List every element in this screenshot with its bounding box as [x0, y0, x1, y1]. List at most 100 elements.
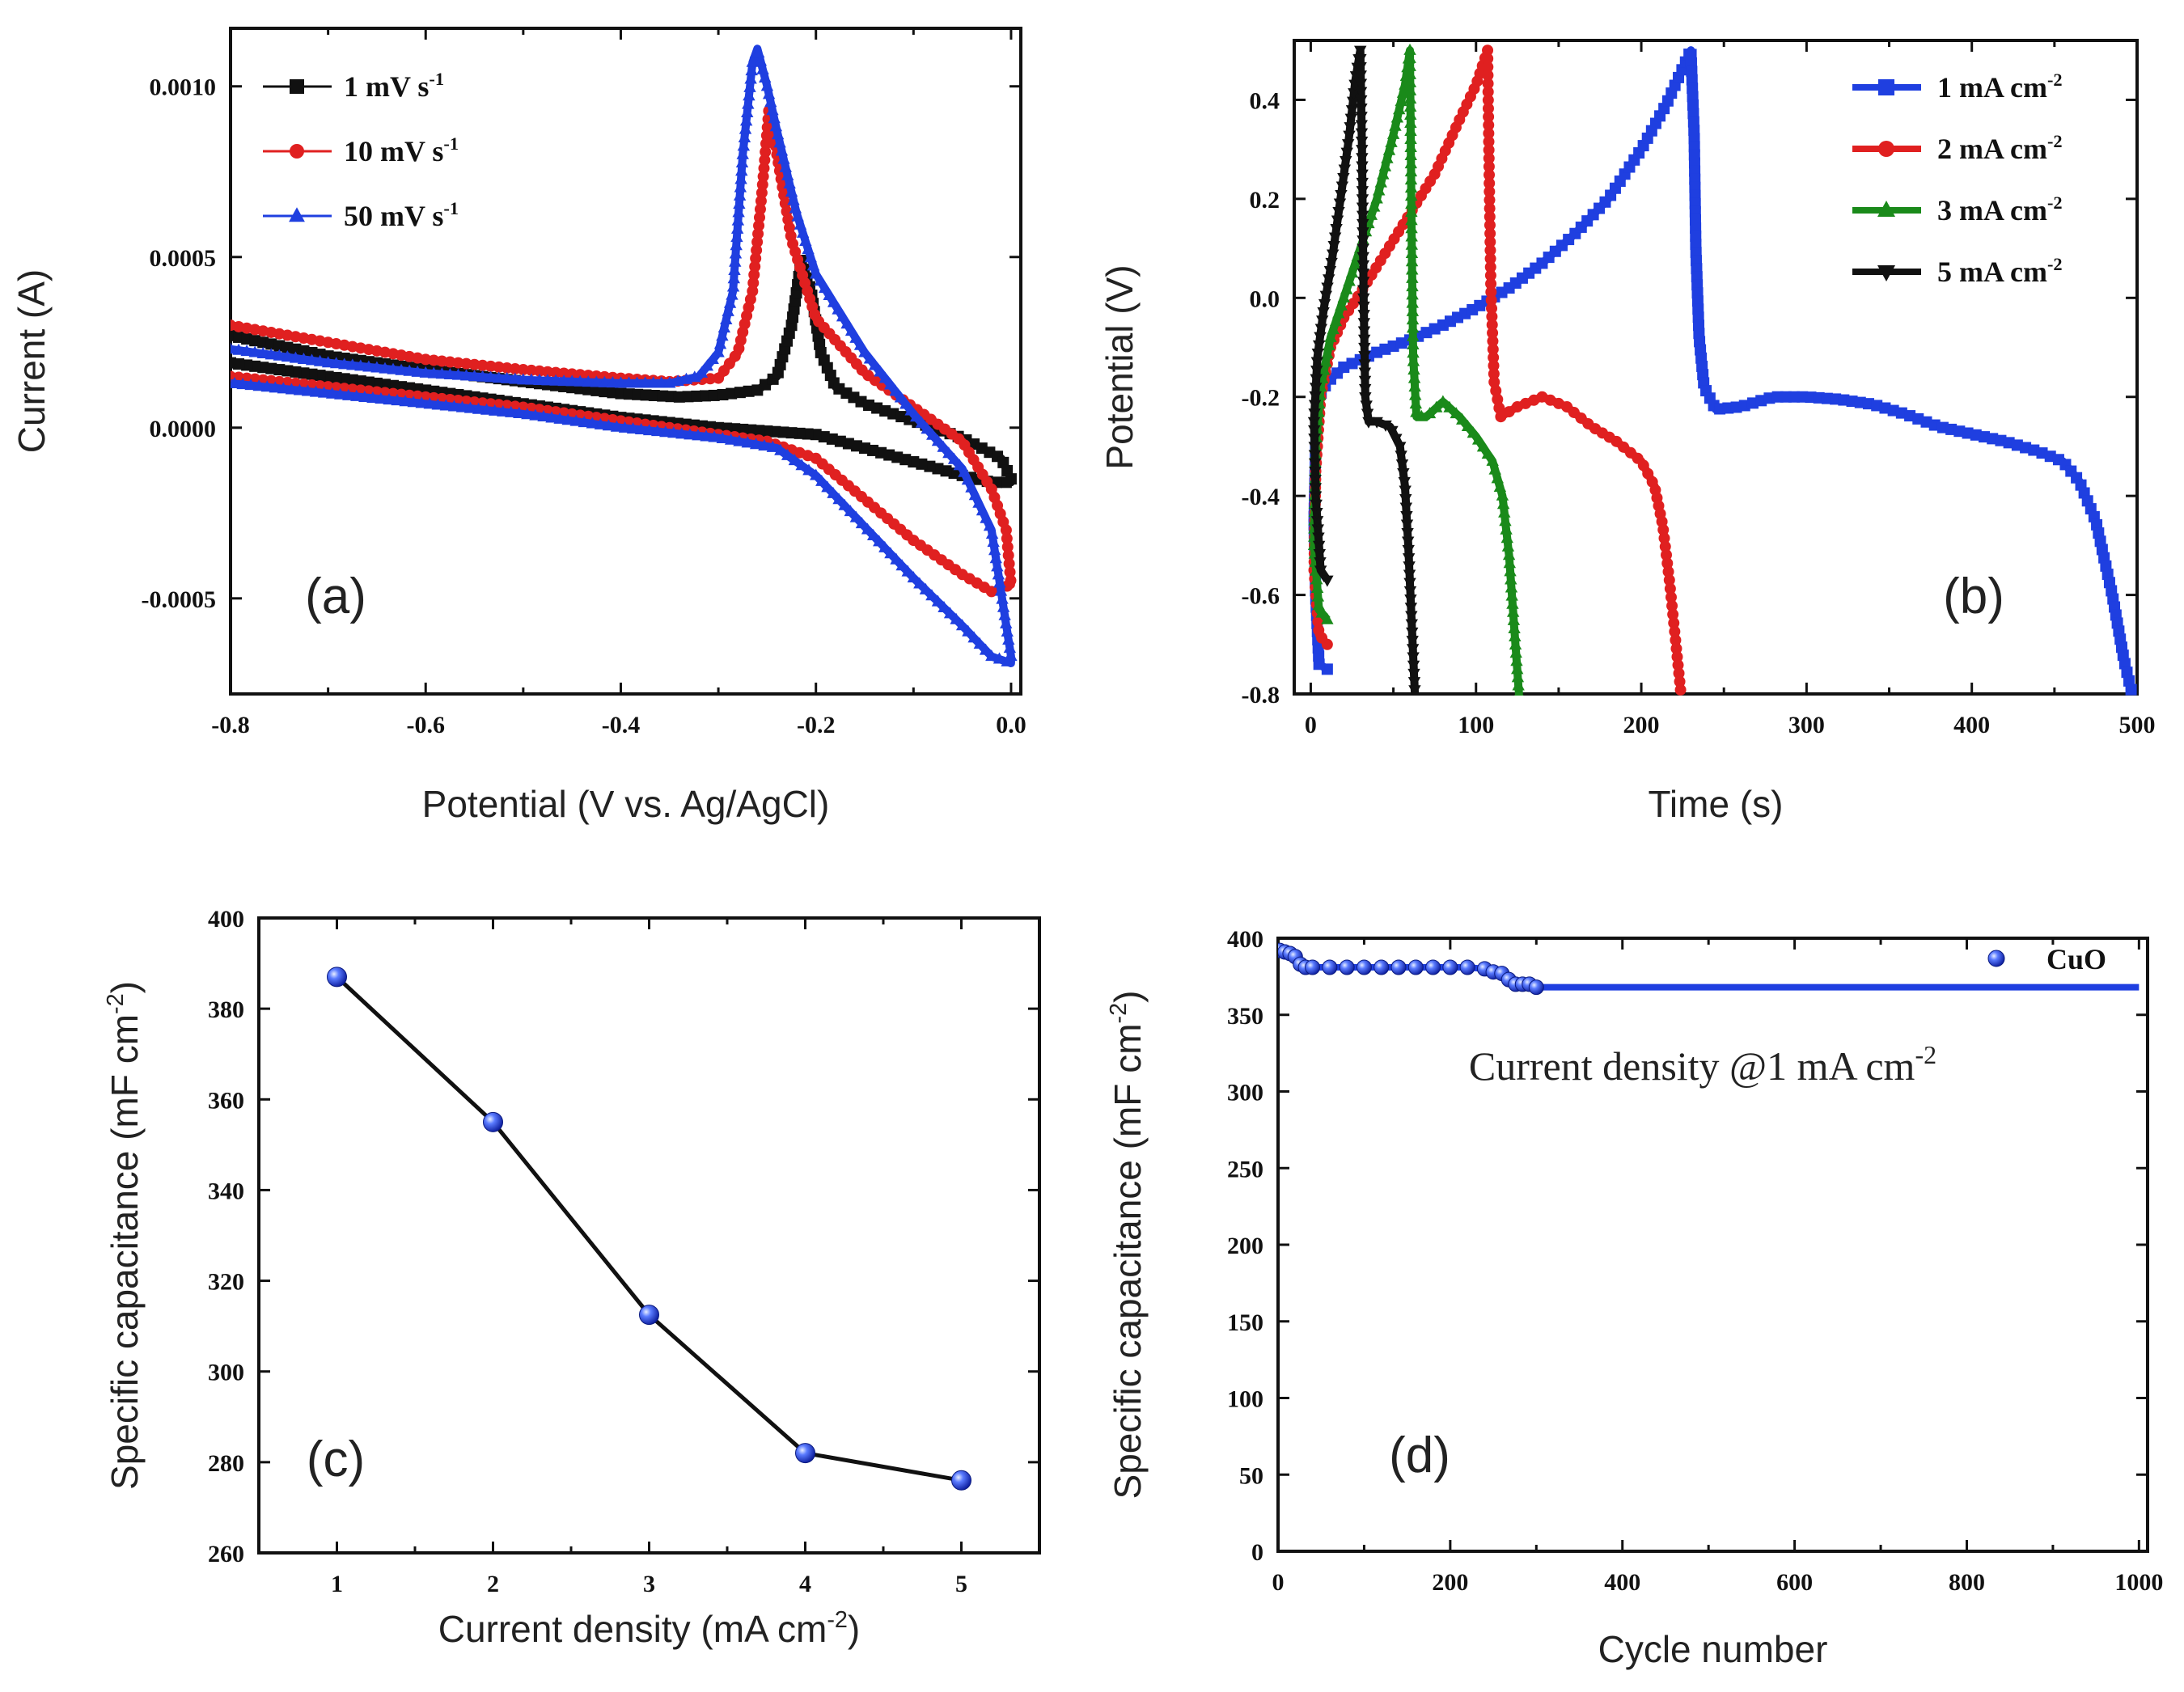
data-point-a [779, 160, 793, 172]
data-point-a [989, 552, 1002, 564]
data-point-b [1498, 505, 1511, 518]
x-tick-label-b: 0 [1305, 712, 1317, 738]
data-point-a [750, 252, 762, 264]
data-point-b [1318, 298, 1331, 311]
data-point-b [1403, 43, 1416, 55]
data-point-a [976, 504, 989, 516]
data-point-a [979, 643, 993, 655]
plot-frame-b [1293, 39, 2139, 696]
data-point-a [967, 631, 980, 643]
data-point-b [1356, 202, 1369, 214]
data-point-a [961, 473, 975, 485]
data-point-a [874, 365, 887, 377]
data-point-a [1003, 641, 1017, 654]
data-point-a [832, 493, 845, 505]
data-point-b [1671, 651, 1683, 663]
data-point-b [1430, 400, 1443, 412]
data-point-b [1406, 288, 1419, 300]
data-point-b [1404, 149, 1417, 161]
data-point-b [2121, 666, 2133, 679]
data-point-b [1482, 103, 1494, 115]
data-point-b [1508, 621, 1521, 633]
data-point-b [1354, 78, 1368, 91]
data-point-a [542, 366, 554, 378]
data-point-b [1484, 252, 1496, 264]
data-point-a [729, 247, 743, 259]
data-point-b [1406, 304, 1420, 316]
data-point-a [525, 364, 537, 376]
data-point-d [1322, 959, 1338, 975]
data-point-a [726, 280, 740, 292]
data-point-a [682, 391, 694, 403]
data-point-a [1004, 566, 1016, 578]
data-point-a [281, 350, 294, 362]
data-point-b [1450, 407, 1462, 419]
data-point-b [1484, 194, 1496, 206]
data-point-b [1481, 447, 1495, 459]
data-point-a [992, 568, 1005, 580]
data-point-a [517, 373, 530, 385]
data-point-b [1323, 339, 1335, 351]
data-point-b [1344, 113, 1358, 125]
data-point-b [1379, 420, 1392, 432]
data-point-a [802, 243, 815, 255]
data-point-a [799, 234, 812, 246]
data-point-a [574, 374, 586, 387]
data-point-a [985, 649, 998, 662]
data-point-b [1381, 151, 1394, 163]
data-point-a [695, 366, 709, 378]
data-point-a [869, 358, 882, 370]
data-point-a [231, 357, 236, 369]
data-point-a [730, 222, 744, 234]
data-point-a [756, 187, 768, 199]
data-point-a [517, 364, 529, 376]
y-tick-label-c: 300 [208, 1360, 244, 1386]
data-point-b [1357, 227, 1369, 239]
data-point-a [370, 361, 383, 373]
data-point-b [1483, 119, 1495, 131]
data-point-a [795, 459, 808, 471]
x-axis-label-c: Current density (mA cm-2) [438, 1607, 861, 1650]
data-point-b [1312, 540, 1326, 552]
data-point-b [1308, 425, 1321, 437]
data-point-a [756, 62, 769, 74]
data-point-a [889, 384, 902, 396]
data-point-b [1484, 177, 1496, 189]
data-point-b [1400, 511, 1413, 523]
data-point-b [1399, 485, 1412, 497]
y-tick-label-d: 200 [1227, 1233, 1263, 1259]
data-point-a [743, 80, 756, 92]
y-tick-label-c: 360 [208, 1087, 244, 1114]
data-point-b [1486, 319, 1498, 331]
y-tick-label-b: -0.8 [1242, 682, 1280, 709]
data-point-a [484, 370, 497, 383]
data-point-d [1339, 959, 1355, 975]
data-point-a [997, 600, 1010, 612]
panel-label-d: (d) [1389, 1428, 1450, 1483]
data-point-a [953, 459, 966, 471]
data-point-a [727, 272, 740, 284]
data-point-a [329, 357, 343, 369]
data-point-b [1358, 367, 1372, 379]
data-point-a [533, 374, 546, 386]
data-point-b [2123, 675, 2135, 687]
data-point-b [1506, 597, 1519, 609]
data-point-b [1487, 327, 1499, 339]
data-point-b [1341, 139, 1355, 151]
data-point-b [1316, 315, 1329, 328]
data-point-b [1482, 70, 1494, 82]
data-point-a [476, 370, 489, 382]
data-point-a [950, 612, 963, 624]
x-tick-label-a: -0.2 [797, 712, 836, 738]
data-point-b [1658, 532, 1670, 544]
data-point-a [827, 486, 840, 498]
data-point-b [1323, 266, 1337, 278]
data-point-b [1500, 522, 1513, 535]
data-point-b [1482, 61, 1494, 73]
y-axis-label-d: Specific capacitance (mF cm-2) [1106, 991, 1149, 1500]
data-point-b [1357, 235, 1369, 247]
data-point-a [700, 390, 712, 402]
data-point-a [804, 251, 817, 263]
legend-marker-b [1878, 141, 1894, 157]
data-point-a [760, 79, 774, 91]
